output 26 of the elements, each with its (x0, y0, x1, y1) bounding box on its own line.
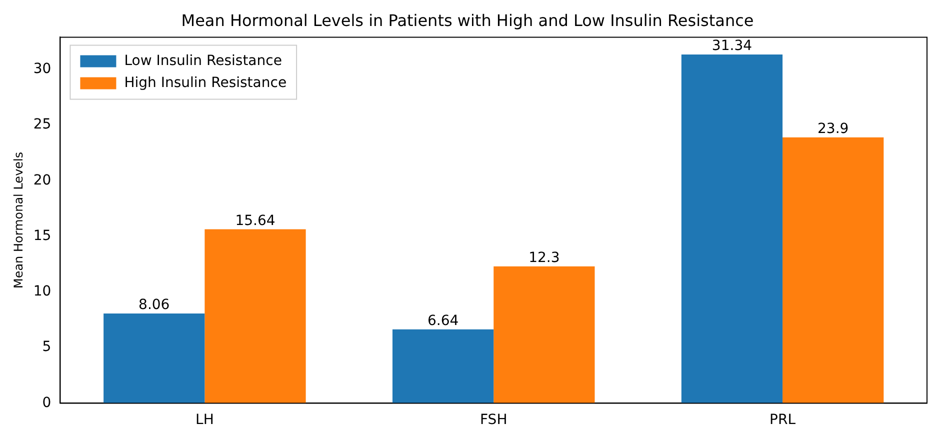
bar (204, 229, 306, 404)
legend-label: High Insulin Resistance (124, 74, 287, 91)
y-tick-label: 0 (42, 394, 52, 411)
bar (681, 54, 783, 404)
data-label: 8.06 (138, 297, 170, 314)
bar (392, 329, 494, 404)
y-tick-label: 20 (33, 172, 52, 188)
data-label: 12.3 (528, 250, 560, 266)
x-tick-label: LH (196, 412, 214, 428)
chart-title: Mean Hormonal Levels in Patients with High and Low Insulin Resistance (181, 10, 754, 30)
y-tick-label: 5 (42, 339, 52, 356)
y-tick-label: 25 (33, 116, 52, 133)
data-label: 23.9 (818, 120, 849, 137)
data-label: 6.64 (427, 312, 459, 329)
x-tick-label: FSH (480, 412, 508, 428)
bar (494, 266, 595, 404)
y-tick-label: 10 (33, 284, 52, 300)
y-tick-label: 30 (33, 61, 52, 78)
x-tick-label: PRL (770, 412, 796, 428)
bar (104, 314, 205, 404)
legend-label: Low Insulin Resistance (124, 52, 282, 69)
data-label: 15.64 (235, 212, 276, 229)
data-label: 31.34 (712, 38, 752, 54)
y-tick-label: 15 (33, 228, 52, 244)
y-axis-title: Mean Hormonal Levels (11, 152, 26, 289)
bar (782, 137, 884, 404)
